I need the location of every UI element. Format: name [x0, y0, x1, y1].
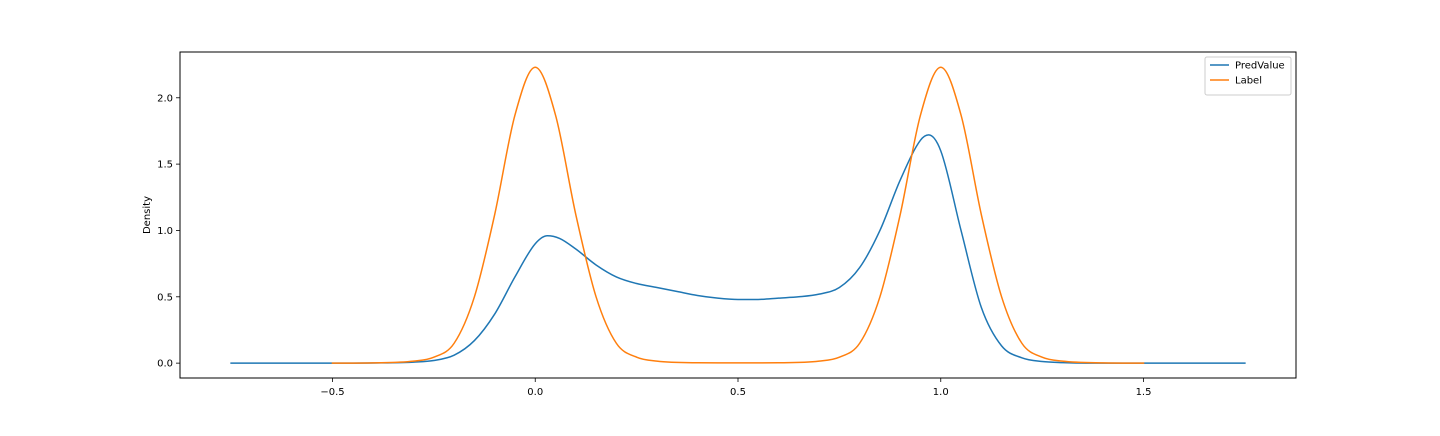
series-lines: [230, 66, 1246, 364]
y-tick-label: 2.0: [157, 93, 173, 104]
y-axis-label: Density: [142, 196, 153, 234]
x-tick-label: 1.5: [1136, 387, 1152, 398]
y-tick-label: 1.0: [157, 226, 173, 237]
legend-label: Label: [1235, 76, 1262, 87]
legend: PredValue Label: [1204, 56, 1292, 96]
x-tick-label: 1.0: [933, 387, 949, 398]
x-tick-label: −0.5: [320, 387, 344, 398]
legend-box: [1204, 56, 1292, 96]
x-tick-label: 0.5: [730, 387, 746, 398]
x-axis: −0.5 0.0 0.5 1.0 1.5: [320, 378, 1151, 398]
plot-frame: [179, 51, 1297, 379]
series-line-label: [331, 66, 1145, 364]
x-tick-label: 0.0: [527, 387, 543, 398]
series-line-predvalue: [230, 134, 1246, 364]
y-tick-label: 0.0: [157, 359, 173, 370]
y-tick-label: 0.5: [157, 292, 173, 303]
legend-label: PredValue: [1235, 61, 1285, 72]
y-tick-label: 1.5: [157, 160, 173, 171]
y-axis: 0.0 0.5 1.0 1.5 2.0: [157, 93, 180, 370]
